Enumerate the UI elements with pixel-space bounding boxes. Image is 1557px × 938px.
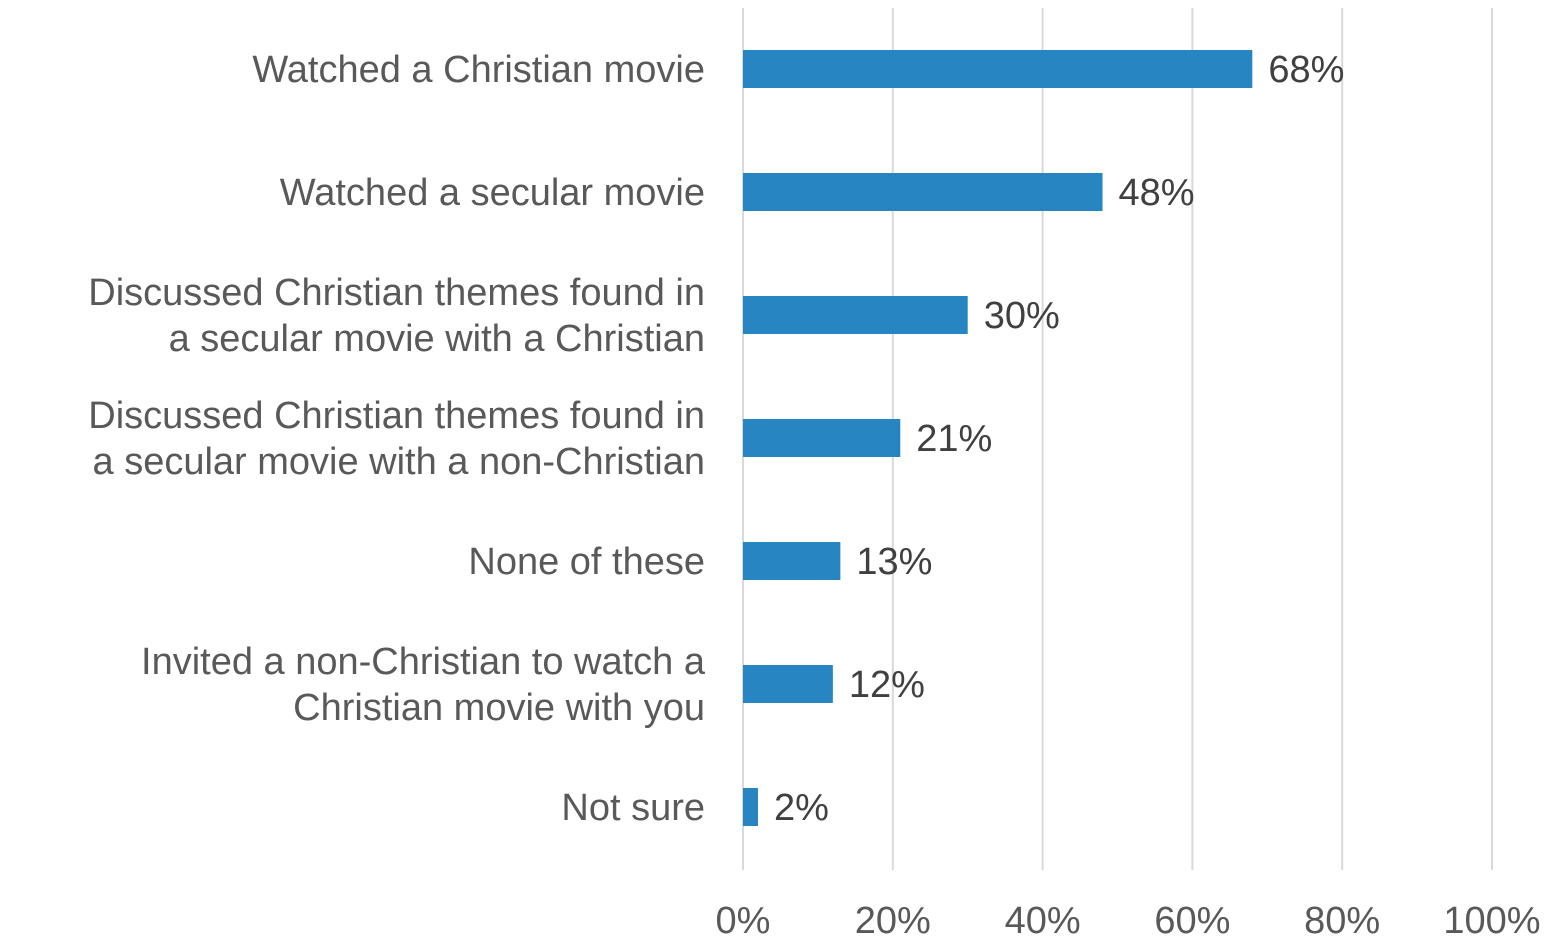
bar bbox=[743, 296, 968, 334]
category-labels: Watched a Christian movie Watched a secul… bbox=[88, 49, 706, 829]
x-tick-label: 40% bbox=[1005, 900, 1081, 938]
data-label: 21% bbox=[916, 418, 992, 460]
bar bbox=[743, 50, 1253, 88]
category-label-line: Discussed Christian themes found in bbox=[88, 395, 705, 437]
x-tick-label: 100% bbox=[1443, 900, 1540, 938]
category-label-line: Christian movie with you bbox=[293, 687, 705, 729]
data-label: 30% bbox=[984, 295, 1060, 337]
bar bbox=[743, 788, 758, 826]
category-label: Discussed Christian themes found in a sec… bbox=[88, 395, 705, 483]
bar bbox=[743, 665, 833, 703]
category-label: Discussed Christian themes found in a sec… bbox=[88, 272, 705, 360]
category-label-line: Not sure bbox=[561, 787, 705, 829]
bar bbox=[743, 542, 841, 580]
category-label-line: Discussed Christian themes found in bbox=[88, 272, 705, 314]
category-label-line: Watched a secular movie bbox=[280, 172, 705, 214]
category-label-line: a secular movie with a non-Christian bbox=[93, 441, 706, 483]
x-tick-label: 0% bbox=[716, 900, 771, 938]
x-tick-label: 20% bbox=[855, 900, 931, 938]
category-label: Not sure bbox=[561, 787, 705, 829]
category-label-line: a secular movie with a Christian bbox=[169, 318, 705, 360]
bar bbox=[743, 419, 901, 457]
x-tick-label: 80% bbox=[1304, 900, 1380, 938]
category-label: Watched a secular movie bbox=[280, 172, 705, 214]
category-label-line: Invited a non-Christian to watch a bbox=[141, 641, 706, 683]
x-tick-label: 60% bbox=[1154, 900, 1230, 938]
data-label: 13% bbox=[856, 541, 932, 583]
data-label: 12% bbox=[849, 664, 925, 706]
category-label-line: None of these bbox=[468, 541, 705, 583]
bar bbox=[743, 173, 1103, 211]
category-label: None of these bbox=[468, 541, 705, 583]
category-label: Watched a Christian movie bbox=[252, 49, 705, 91]
bars bbox=[743, 50, 1253, 826]
category-label: Invited a non-Christian to watch a Christ… bbox=[141, 641, 706, 729]
category-label-line: Watched a Christian movie bbox=[252, 49, 705, 91]
data-label: 2% bbox=[774, 787, 829, 829]
gridlines bbox=[742, 8, 1493, 870]
data-labels: 68% 48% 30% 21% 13% 12% 2% bbox=[774, 49, 1344, 829]
data-label: 48% bbox=[1119, 172, 1195, 214]
x-axis-tick-labels: 0% 20% 40% 60% 80% 100% bbox=[716, 900, 1541, 938]
data-label: 68% bbox=[1268, 49, 1344, 91]
